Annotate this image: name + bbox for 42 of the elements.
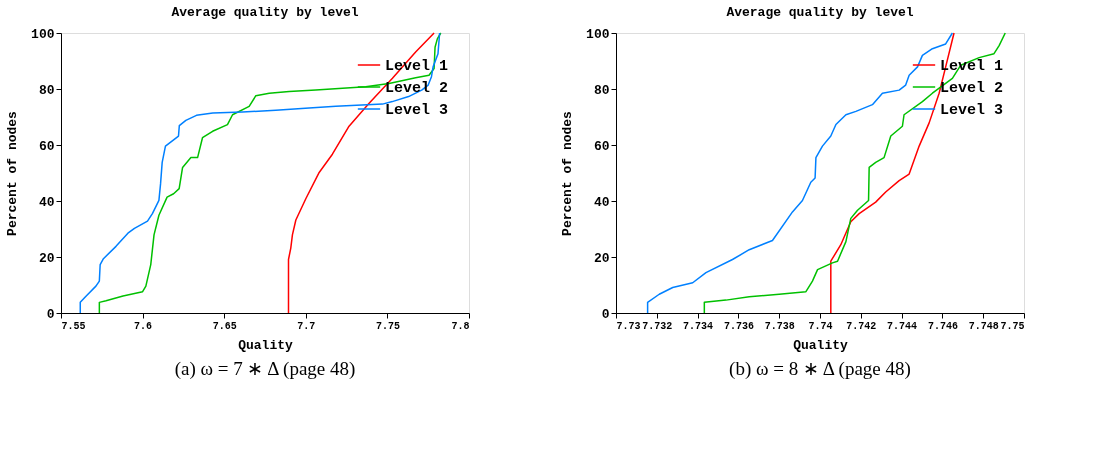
y-tick-label: 100	[31, 26, 55, 42]
x-tick-label: 7.738	[764, 320, 795, 332]
y-tick-label: 0	[601, 306, 610, 322]
x-tick-label: 7.748	[968, 320, 999, 332]
legend-label: Level 3	[385, 102, 449, 119]
y-tick-label: 100	[586, 26, 610, 42]
x-tick-label: 7.7	[297, 320, 316, 332]
x-tick-label: 7.74	[808, 320, 833, 332]
x-tick-label: 7.746	[927, 320, 958, 332]
x-tick-label: 7.65	[212, 320, 237, 332]
x-tick-label: 7.744	[887, 320, 918, 332]
text: (b) ω = 8 ∗ Δ (page 48)	[729, 358, 911, 380]
x-axis-title: Quality	[793, 337, 848, 353]
line-series	[703, 32, 1006, 314]
y-tick-label: 0	[46, 306, 55, 322]
chart-title: Average quality by level	[171, 5, 359, 20]
x-tick-label: 7.736	[723, 320, 754, 332]
x-axis-title: Quality	[238, 337, 293, 353]
y-tick-label: 40	[593, 194, 610, 210]
text: (a) ω = 7 ∗ Δ (page 48)	[174, 358, 356, 380]
x-tick-label: 7.732	[642, 320, 673, 332]
x-tick-label: 7.75	[1000, 320, 1025, 332]
y-tick-label: 60	[38, 138, 55, 154]
chart-title: Average quality by level	[726, 5, 914, 20]
y-tick-label: 40	[38, 194, 55, 210]
y-tick-label: 80	[38, 82, 55, 98]
legend-label: Level 2	[940, 80, 1004, 97]
x-tick-label: 7.6	[134, 320, 153, 332]
x-tick-label: 7.734	[683, 320, 714, 332]
line-series	[287, 32, 435, 314]
x-tick-label: 7.8	[451, 320, 470, 332]
y-axis-title: Percent of nodes	[560, 110, 576, 236]
y-tick-label: 80	[593, 82, 610, 98]
y-tick-label: 20	[593, 250, 610, 266]
x-tick-label: 7.73	[616, 320, 641, 332]
y-tick-label: 20	[38, 250, 55, 266]
y-tick-label: 60	[593, 138, 610, 154]
y-axis-title: Percent of nodes	[5, 110, 21, 236]
x-tick-label: 7.75	[375, 320, 400, 332]
legend-label: Level 3	[940, 102, 1004, 119]
x-tick-label: 7.55	[61, 320, 86, 332]
x-tick-label: 7.742	[846, 320, 877, 332]
